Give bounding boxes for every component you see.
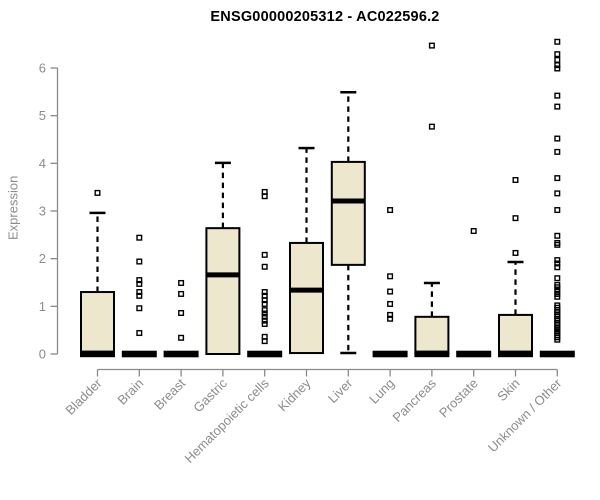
outlier-point xyxy=(554,38,561,45)
outlier-point xyxy=(554,232,561,239)
zero-median-line xyxy=(163,350,199,358)
zero-median-line xyxy=(456,350,492,358)
outlier-point xyxy=(554,92,561,99)
x-tick-label: Gastric xyxy=(190,375,230,415)
outlier-point xyxy=(261,289,268,296)
outlier-point xyxy=(136,289,143,296)
outlier-point xyxy=(136,330,143,337)
box xyxy=(80,291,115,355)
outlier-point xyxy=(554,135,561,142)
box xyxy=(205,227,241,355)
x-tick-label: Kidney xyxy=(275,375,314,414)
outlier-point xyxy=(554,241,561,248)
outlier-point xyxy=(554,51,561,58)
x-tick-label: Bladder xyxy=(62,375,105,418)
x-tick-label: Lung xyxy=(366,376,397,407)
chart-title: ENSG00000205312 - AC022596.2 xyxy=(210,9,440,25)
outlier-point xyxy=(554,257,561,264)
outlier-point xyxy=(178,290,185,297)
zero-median-line xyxy=(121,350,157,358)
median-line xyxy=(80,350,115,358)
outlier-point xyxy=(94,189,101,196)
outlier-point xyxy=(261,338,268,345)
y-tick-label: 2 xyxy=(39,251,46,266)
outlier-point xyxy=(554,284,561,291)
outlier-point xyxy=(136,234,143,241)
outlier-point xyxy=(470,228,477,235)
y-tick-label: 1 xyxy=(39,299,46,314)
outlier-point xyxy=(554,103,561,110)
outlier-point xyxy=(554,62,561,69)
outlier-point xyxy=(261,320,268,327)
y-tick-label: 4 xyxy=(39,156,46,171)
outlier-point xyxy=(178,279,185,286)
outlier-point xyxy=(261,317,268,324)
outlier-point xyxy=(261,307,268,314)
outlier-point xyxy=(554,260,561,267)
outlier-point xyxy=(554,65,561,72)
outlier-point xyxy=(512,215,519,222)
outlier-point xyxy=(261,310,268,317)
outlier-point xyxy=(554,275,561,282)
x-tick-label: Breast xyxy=(151,375,188,412)
outlier-point xyxy=(428,42,435,49)
median-line xyxy=(331,198,365,204)
outlier-point xyxy=(136,277,143,284)
outlier-point xyxy=(554,293,561,300)
median-line xyxy=(206,272,240,278)
outlier-point xyxy=(261,193,268,200)
zero-median-line xyxy=(247,350,283,358)
x-tick-label: Prostate xyxy=(436,376,481,421)
outlier-point xyxy=(428,123,435,130)
outlier-point xyxy=(261,263,268,270)
outlier-point xyxy=(387,300,394,307)
outlier-point xyxy=(136,280,143,287)
box xyxy=(330,160,366,266)
x-tick-label: Liver xyxy=(325,375,356,406)
outlier-point xyxy=(554,264,561,271)
outlier-point xyxy=(554,207,561,214)
median-line xyxy=(498,350,533,358)
median-line xyxy=(290,287,323,293)
y-tick-label: 5 xyxy=(39,108,46,123)
outlier-point xyxy=(512,177,519,184)
outlier-point xyxy=(261,297,268,304)
y-tick-label: 0 xyxy=(39,347,46,362)
outlier-point xyxy=(387,311,394,318)
outlier-point xyxy=(554,175,561,182)
outlier-point xyxy=(387,288,394,295)
outlier-point xyxy=(554,148,561,155)
box xyxy=(414,315,450,355)
box xyxy=(498,313,533,355)
outlier-point xyxy=(554,190,561,197)
outlier-point xyxy=(512,249,519,256)
x-tick-label: Unknown / Other xyxy=(485,375,565,455)
outlier-point xyxy=(178,310,185,317)
y-axis-title: Expression xyxy=(5,175,21,241)
outlier-point xyxy=(387,207,394,214)
outlier-point xyxy=(178,334,185,341)
y-tick-label: 6 xyxy=(39,60,46,75)
outlier-point xyxy=(261,300,268,307)
y-tick-label: 3 xyxy=(39,203,46,218)
outlier-point xyxy=(554,336,561,343)
outlier-point xyxy=(554,56,561,63)
outlier-point xyxy=(136,305,143,312)
box xyxy=(289,241,324,355)
zero-median-line xyxy=(372,350,408,358)
outlier-point xyxy=(261,251,268,258)
outlier-point xyxy=(136,258,143,265)
median-line xyxy=(414,350,450,358)
x-tick-label: Skin xyxy=(494,376,522,404)
outlier-point xyxy=(387,273,394,280)
zero-median-line xyxy=(539,350,575,358)
x-tick-label: Brain xyxy=(114,376,146,408)
outlier-point xyxy=(136,292,143,299)
outlier-point xyxy=(554,287,561,294)
x-tick-label: Pancreas xyxy=(390,375,440,425)
outlier-point xyxy=(387,315,394,322)
outlier-point xyxy=(261,313,268,320)
